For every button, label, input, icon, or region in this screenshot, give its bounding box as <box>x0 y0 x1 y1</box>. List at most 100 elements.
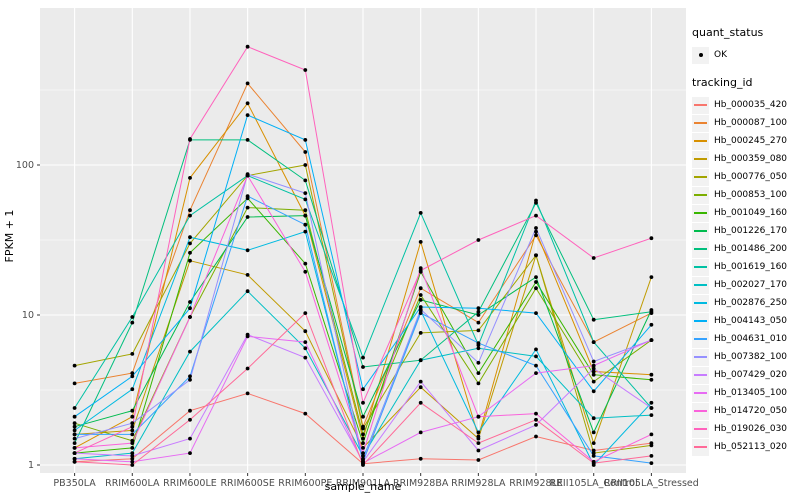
data-point <box>303 68 308 72</box>
data-point <box>649 372 654 377</box>
data-point <box>188 374 192 379</box>
data-point <box>591 416 596 421</box>
legend-item-Hb_019026_030: Hb_019026_030 <box>692 420 798 438</box>
data-point <box>130 352 135 356</box>
data-point <box>591 340 596 344</box>
data-point <box>130 441 135 445</box>
line-key-icon <box>692 222 709 240</box>
legend-item-label: Hb_014720_050 <box>714 406 788 416</box>
legend-item-label: Hb_000359_080 <box>714 154 788 164</box>
data-point <box>649 461 654 465</box>
data-point <box>418 331 423 335</box>
data-point <box>188 300 192 304</box>
data-point <box>418 286 423 291</box>
y-tick-label: 1 <box>28 460 34 471</box>
legend-item-label: Hb_001486_200 <box>714 244 788 254</box>
x-tick-label: RRIM928LA <box>451 478 506 489</box>
data-point <box>130 374 135 379</box>
legend-tracking-list: Hb_000035_420 Hb_000087_100 Hb_000245_270 H… <box>692 96 798 456</box>
data-point <box>72 451 77 455</box>
legend-item-label: Hb_002027_170 <box>714 280 788 290</box>
legend-item-label: Hb_019026_030 <box>714 424 788 434</box>
data-point <box>418 385 423 390</box>
data-point <box>534 275 538 279</box>
data-point <box>476 346 481 351</box>
data-point <box>361 414 365 419</box>
data-point <box>534 198 538 203</box>
data-point <box>72 363 77 368</box>
data-point <box>591 366 596 371</box>
data-point <box>130 446 135 450</box>
data-point <box>72 459 77 464</box>
y-tick-label: 10 <box>22 310 34 321</box>
legend-item-label: Hb_007382_100 <box>714 352 788 362</box>
legend-item-Hb_000245_270: Hb_000245_270 <box>692 132 798 150</box>
data-point <box>245 138 250 142</box>
data-point <box>130 456 135 461</box>
legend-item-Hb_001049_160: Hb_001049_160 <box>692 204 798 222</box>
data-point <box>649 432 654 437</box>
data-point <box>591 454 596 458</box>
data-point <box>591 317 596 322</box>
data-point <box>72 432 77 437</box>
data-point <box>245 215 250 219</box>
data-point <box>649 275 654 279</box>
legend-item-Hb_001486_200: Hb_001486_200 <box>692 240 798 258</box>
data-point <box>476 360 481 365</box>
data-point <box>534 226 538 230</box>
legend-item-Hb_004143_050: Hb_004143_050 <box>692 312 798 330</box>
data-point <box>476 341 481 345</box>
data-point <box>361 426 365 431</box>
data-point <box>245 334 250 339</box>
x-tick-label: RRIM600PE <box>278 478 332 489</box>
data-point <box>534 354 538 359</box>
data-point <box>476 436 481 441</box>
data-point <box>188 408 192 413</box>
data-point <box>649 236 654 241</box>
line-key-icon <box>692 420 709 438</box>
data-point <box>303 178 308 183</box>
data-point <box>303 191 308 196</box>
data-point <box>130 371 135 375</box>
data-point <box>188 315 192 319</box>
data-point <box>418 379 423 384</box>
data-point <box>245 173 250 178</box>
line-key-icon <box>692 348 709 366</box>
data-point <box>303 150 308 154</box>
data-point <box>130 454 135 458</box>
data-point <box>476 381 481 386</box>
data-point <box>476 328 481 333</box>
data-point <box>591 369 596 374</box>
point-key-icon <box>692 46 709 64</box>
data-point <box>130 424 135 429</box>
data-point <box>476 320 481 325</box>
line-key-icon <box>692 294 709 312</box>
data-point <box>476 238 481 242</box>
data-point <box>188 417 192 422</box>
data-point <box>534 363 538 368</box>
data-point <box>591 451 596 455</box>
legend-item-label: Hb_004143_050 <box>714 316 788 326</box>
data-point <box>245 205 250 210</box>
data-point <box>303 340 308 344</box>
legend: quant_status OK tracking_id Hb_000035_42… <box>692 26 798 456</box>
data-point <box>534 286 538 291</box>
data-point <box>418 430 423 435</box>
data-point <box>245 289 250 294</box>
legend-item-Hb_007429_020: Hb_007429_020 <box>692 366 798 384</box>
x-tick-label: RRII105LA_Stressed <box>604 478 699 489</box>
legend-item-label: Hb_004631_010 <box>714 334 788 344</box>
data-point <box>649 309 654 314</box>
data-point <box>361 446 365 450</box>
line-key-icon <box>692 168 709 186</box>
legend-item-label: Hb_052113_020 <box>714 442 788 452</box>
x-tick-label: RRIM600SE <box>220 478 274 489</box>
data-point <box>245 273 250 277</box>
data-point <box>591 389 596 394</box>
legend-item-label: Hb_000035_420 <box>714 100 788 110</box>
data-point <box>245 81 250 86</box>
data-point <box>591 461 596 465</box>
legend-item-Hb_013405_100: Hb_013405_100 <box>692 384 798 402</box>
data-point <box>130 432 135 437</box>
